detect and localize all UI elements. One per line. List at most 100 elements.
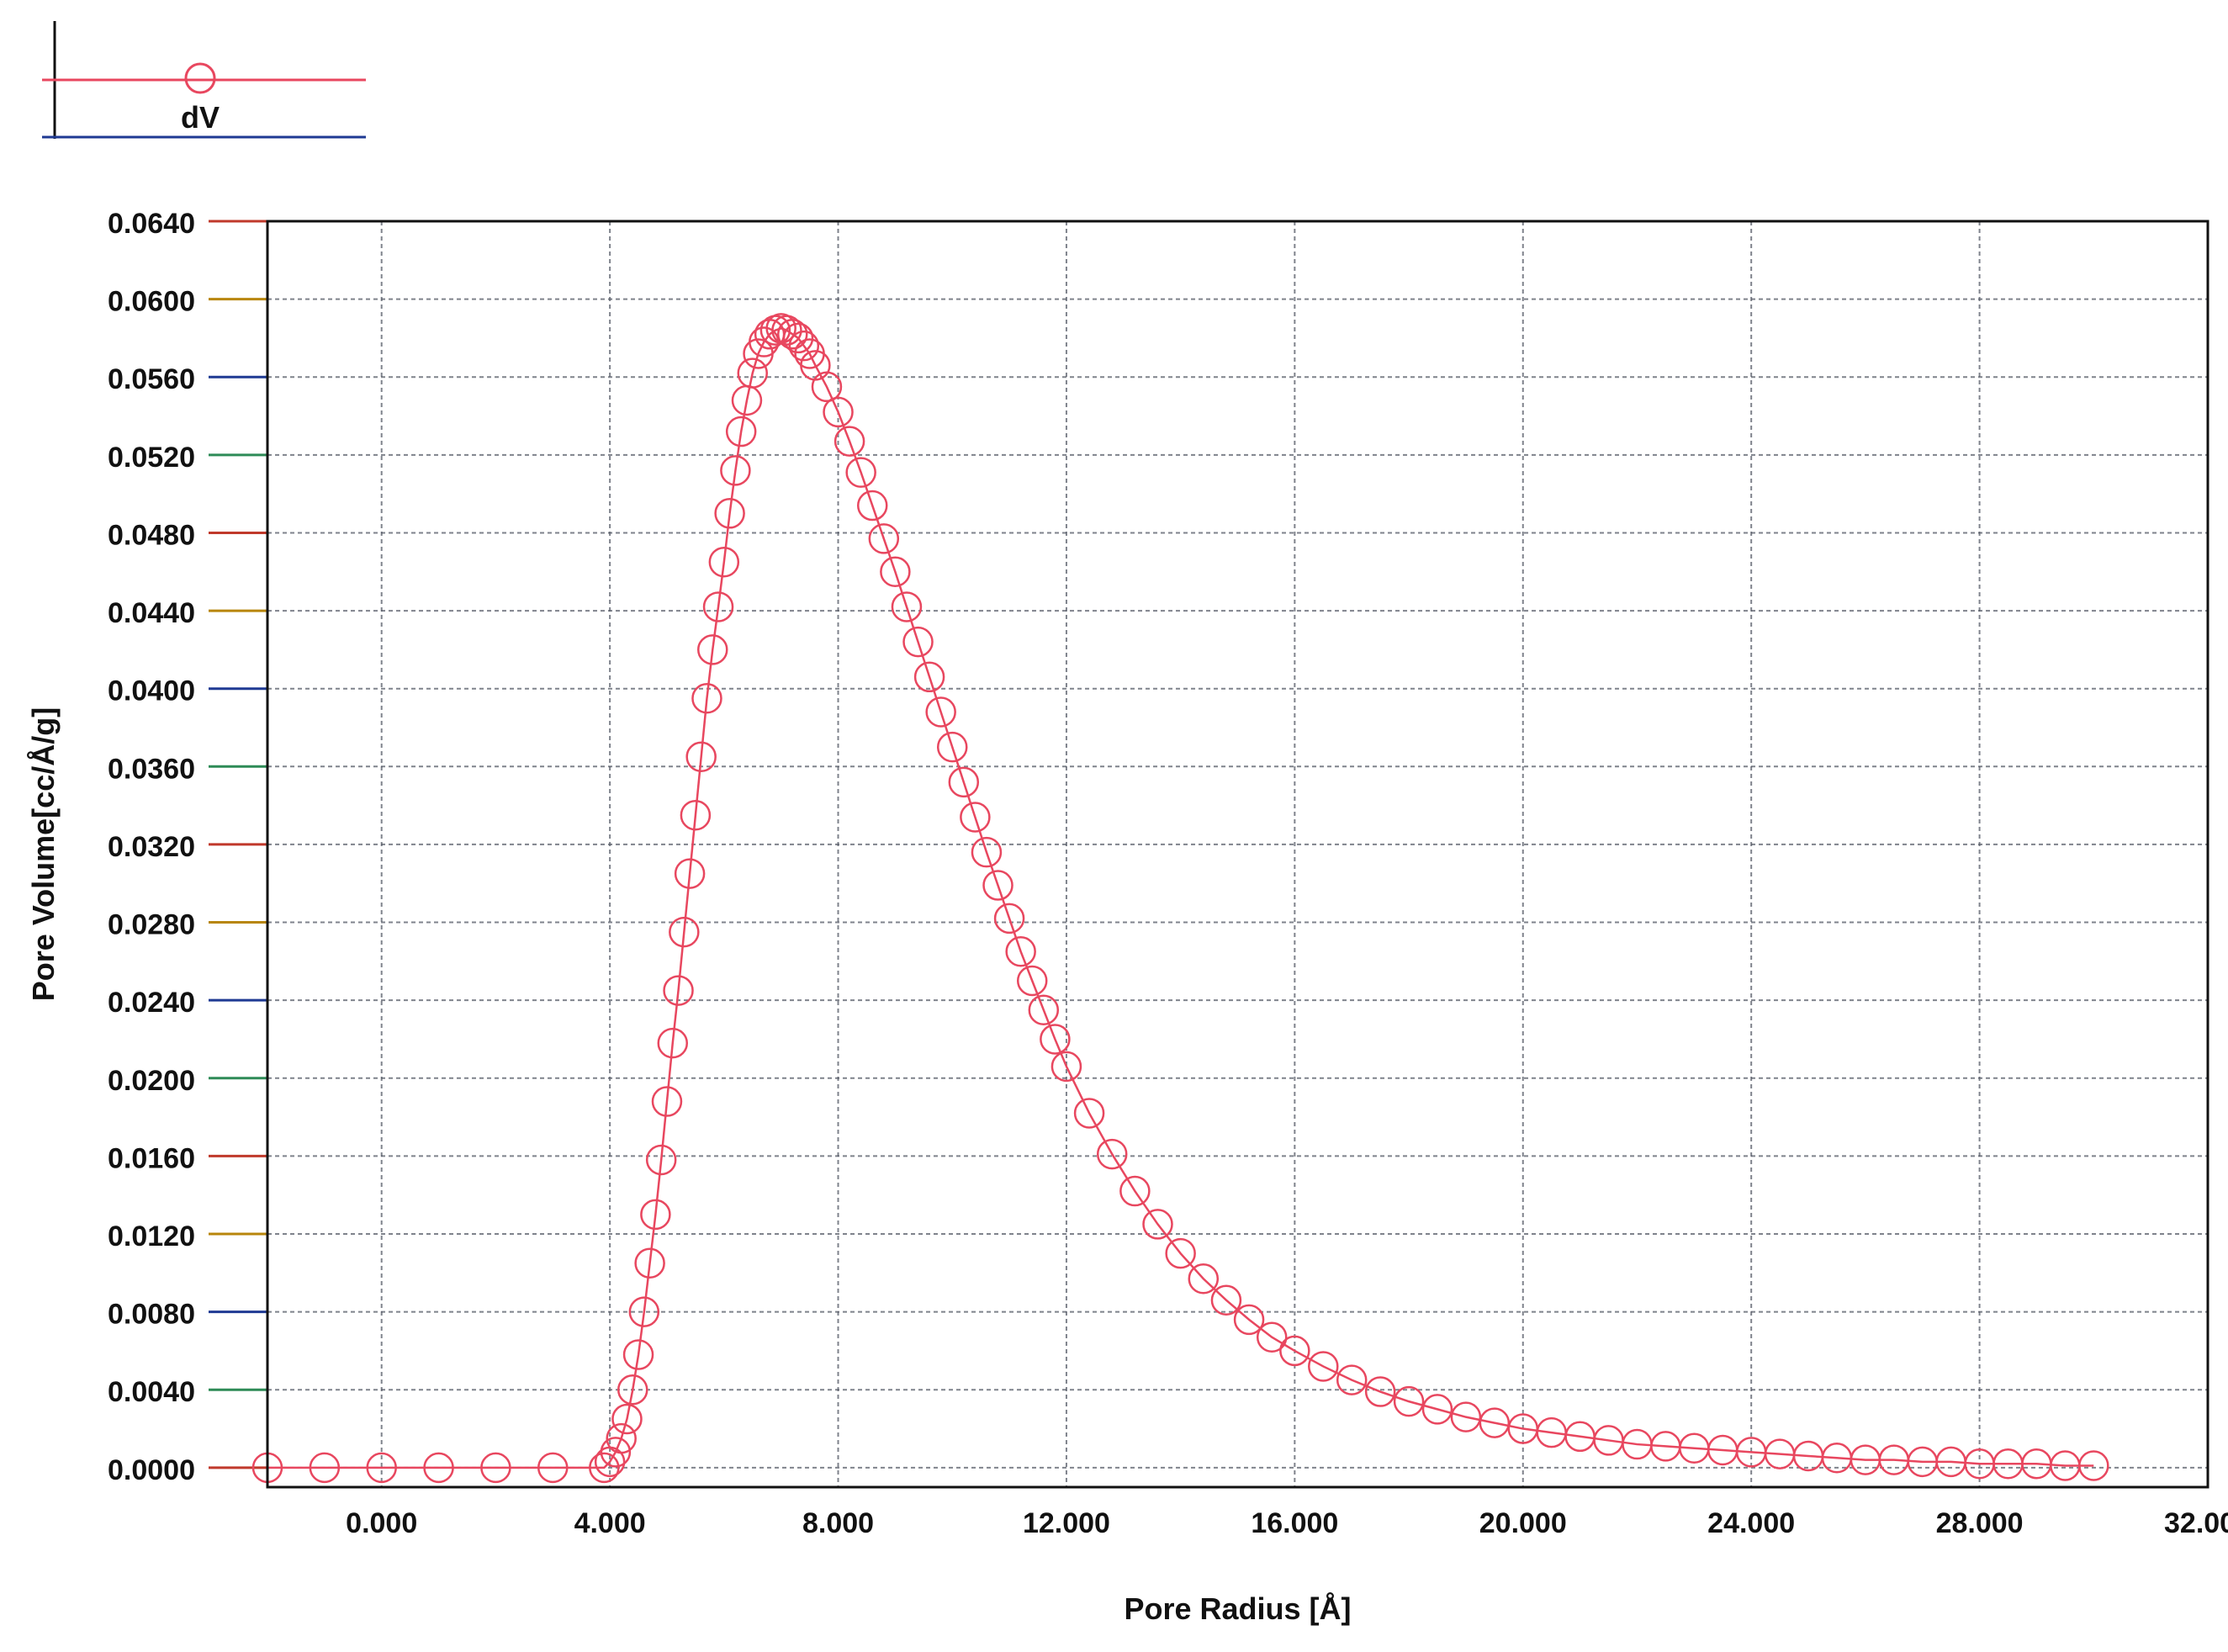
- data-point: [776, 319, 808, 350]
- y-tick-label: 0.0480: [108, 519, 195, 551]
- data-point: [1233, 1304, 1265, 1336]
- data-point: [782, 322, 814, 354]
- data-point: [589, 1452, 620, 1484]
- data-point: [1165, 1237, 1196, 1269]
- y-tick-label: 0.0640: [108, 208, 195, 240]
- data-point: [834, 426, 865, 457]
- data-point: [1096, 1138, 1128, 1170]
- axis-labels: Pore Radius [Å] Pore Volume[cc/Å/g]: [26, 707, 1352, 1626]
- data-point: [685, 741, 717, 772]
- x-tick-label: 20.000: [1479, 1507, 1567, 1539]
- legend-entry-label: dV: [181, 100, 220, 135]
- data-point: [1210, 1284, 1242, 1316]
- data-point: [1016, 965, 1048, 997]
- legend: dV: [42, 21, 366, 139]
- y-tick-label: 0.0440: [108, 597, 195, 629]
- x-tick-label: 24.000: [1707, 1507, 1795, 1539]
- data-point: [702, 591, 734, 622]
- data-point: [537, 1452, 569, 1484]
- y-tick-label: 0.0040: [108, 1376, 195, 1408]
- data-point: [720, 455, 751, 486]
- data-point: [366, 1452, 397, 1484]
- plot-frame: [266, 220, 2209, 1489]
- y-tick-label: 0.0120: [108, 1220, 195, 1252]
- y-tick-label: 0.0200: [108, 1065, 195, 1097]
- data-point: [925, 696, 956, 728]
- data-point: [1040, 1024, 1071, 1055]
- data-point: [913, 661, 945, 693]
- data-point: [1421, 1394, 1453, 1425]
- data-point: [680, 799, 712, 831]
- y-tick-label: 0.0240: [108, 987, 195, 1019]
- y-tick-label: 0.0360: [108, 753, 195, 785]
- data-point: [309, 1452, 341, 1484]
- x-tick-label: 8.000: [802, 1507, 874, 1539]
- x-tick-label: 16.000: [1251, 1507, 1338, 1539]
- y-tick-label: 0.0400: [108, 675, 195, 707]
- data-point: [600, 1437, 632, 1468]
- data-point: [634, 1247, 665, 1279]
- data-point: [1364, 1376, 1396, 1407]
- data-point: [674, 858, 706, 889]
- data-point: [1142, 1209, 1173, 1240]
- data-point: [868, 523, 900, 554]
- y-tick-label: 0.0280: [108, 909, 195, 941]
- data-point: [771, 315, 802, 346]
- data-point: [691, 683, 722, 714]
- data-point: [1256, 1321, 1288, 1353]
- data-point: [708, 546, 740, 578]
- y-tick-label: 0.0560: [108, 363, 195, 395]
- data-point: [891, 591, 923, 622]
- data-point: [1119, 1175, 1151, 1207]
- data-point: [845, 457, 876, 488]
- plot-area-border: [266, 220, 2209, 1489]
- data-point: [1028, 994, 1060, 1025]
- data-point: [628, 1296, 660, 1327]
- data-point: [657, 1027, 689, 1059]
- data-point: [651, 1086, 683, 1117]
- x-tick-label: 4.000: [574, 1507, 646, 1539]
- data-point: [1450, 1401, 1482, 1432]
- y-tick-label: 0.0160: [108, 1142, 195, 1174]
- y-tick-label: 0.0000: [108, 1454, 195, 1486]
- data-point: [1188, 1263, 1220, 1295]
- y-tick-label: 0.0600: [108, 286, 195, 318]
- x-axis-label: Pore Radius [Å]: [1124, 1591, 1351, 1626]
- x-tick-label: 12.000: [1023, 1507, 1110, 1539]
- data-point: [993, 903, 1025, 935]
- data-point: [1393, 1385, 1425, 1417]
- data-point: [640, 1199, 671, 1231]
- y-tick-label: 0.0080: [108, 1299, 195, 1331]
- y-tick-label: 0.0520: [108, 442, 195, 474]
- series-line: [267, 327, 2094, 1469]
- data-point: [737, 357, 768, 389]
- data-point: [948, 766, 980, 798]
- data-point: [617, 1374, 648, 1406]
- x-tick-label: 32.000: [2164, 1507, 2228, 1539]
- data-point: [480, 1452, 511, 1484]
- data-point: [982, 870, 1013, 901]
- data-point: [1479, 1407, 1511, 1438]
- data-point: [1279, 1335, 1310, 1367]
- data-point: [669, 916, 700, 948]
- data-point: [902, 626, 934, 658]
- data-point: [663, 975, 694, 1006]
- legend-marker: [184, 62, 216, 94]
- chart-gridlines: [209, 220, 2209, 1487]
- data-point: [960, 802, 991, 833]
- data-point: [788, 330, 820, 362]
- data-point: [645, 1144, 677, 1176]
- data-point: [1005, 936, 1036, 967]
- data-point: [1308, 1351, 1339, 1382]
- data-point: [611, 1403, 643, 1435]
- data-point: [622, 1339, 654, 1370]
- data-point: [725, 416, 757, 447]
- y-tick-label: 0.0320: [108, 831, 195, 863]
- data-point: [423, 1452, 454, 1484]
- data-point: [811, 371, 843, 403]
- y-axis-label: Pore Volume[cc/Å/g]: [26, 707, 61, 1001]
- data-point: [714, 498, 745, 529]
- data-point: [2078, 1450, 2109, 1481]
- data-point: [971, 836, 1003, 868]
- data-point: [606, 1422, 637, 1454]
